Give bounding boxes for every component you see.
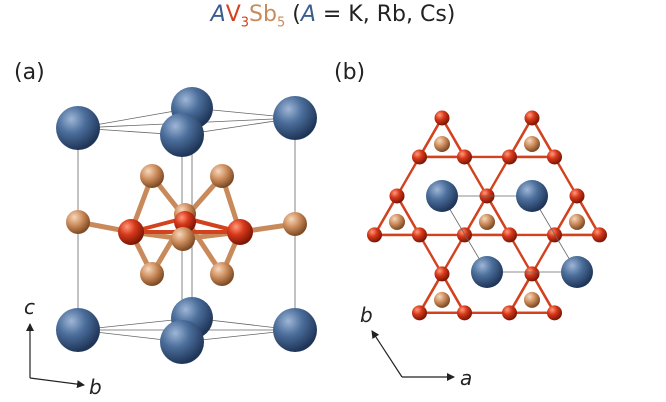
v-atom	[412, 305, 427, 321]
sb-atom	[434, 291, 450, 308]
figure-title: AV3Sb5 (A = K, Rb, Cs)	[0, 2, 666, 30]
v-atom	[434, 110, 450, 126]
v-atom	[457, 305, 472, 321]
kagome-a-atoms	[426, 180, 593, 288]
panel-b-axes: b a	[360, 303, 472, 390]
v-atom	[174, 211, 196, 233]
v-v-bond	[553, 156, 579, 197]
title-open: (	[285, 2, 301, 27]
title-Sb: Sb	[249, 2, 277, 27]
v-atom	[524, 266, 540, 282]
sb-atom	[140, 164, 164, 188]
v-atom	[547, 305, 562, 321]
sb-atom	[66, 210, 90, 234]
title-tail: = K, Rb, Cs)	[315, 2, 456, 27]
v-v-bond	[553, 195, 579, 236]
v-v-bond	[440, 117, 466, 158]
sb-atom	[283, 212, 307, 236]
v-atom	[367, 227, 382, 243]
v-atom	[227, 219, 253, 245]
a-atom	[471, 256, 503, 288]
v-v-bond	[508, 117, 534, 158]
sb-atom	[569, 213, 585, 230]
v-v-bond	[463, 195, 489, 236]
v-atom	[502, 305, 517, 321]
v-atom	[412, 227, 427, 243]
v-v-bond	[485, 195, 511, 236]
v-atom	[118, 219, 144, 245]
v-atom	[524, 110, 540, 126]
v-v-bond	[418, 117, 444, 158]
sb-atom	[479, 213, 495, 230]
a-atom	[273, 308, 317, 352]
sb-atom	[140, 262, 164, 286]
panel-b-label: (b)	[334, 60, 366, 85]
v-atom	[502, 149, 517, 165]
v-v-bond	[530, 117, 556, 158]
sb-atom	[524, 135, 540, 152]
a-atom	[56, 308, 100, 352]
axis-label-b: b	[89, 375, 102, 399]
a-atom	[273, 96, 317, 140]
panel-b-kagome-lattice: b a	[360, 110, 607, 390]
v-atom	[389, 188, 405, 204]
v-v-bond	[373, 195, 399, 236]
a-atom	[561, 256, 593, 288]
axis-label-b-diag: b	[360, 303, 373, 327]
a-atom	[160, 113, 204, 157]
v-atom	[569, 188, 585, 204]
title-A: A	[210, 2, 226, 27]
v-atom	[412, 149, 427, 165]
v-atom	[457, 227, 472, 243]
a-atom	[56, 106, 100, 150]
v-atom	[547, 227, 562, 243]
a-atom	[160, 320, 204, 364]
panel-a-unit-cell: c b	[24, 87, 317, 399]
v-atom	[502, 227, 517, 243]
sb-atom	[210, 164, 234, 188]
axis-label-c: c	[24, 295, 35, 319]
axis-label-a: a	[460, 366, 472, 390]
title-V-sub: 3	[240, 15, 250, 31]
v-atom	[592, 227, 607, 243]
a-atom	[516, 180, 548, 212]
title-V: V	[225, 2, 241, 27]
v-v-bond	[485, 156, 511, 197]
sb-atom	[389, 213, 405, 230]
a-atom	[426, 180, 458, 212]
v-v-bond	[395, 195, 421, 236]
title-A2: A	[300, 2, 316, 27]
sb-atom	[171, 227, 195, 251]
sb-atom	[210, 262, 234, 286]
kagome-sb-atoms	[389, 135, 585, 308]
v-atom	[547, 149, 562, 165]
v-atom	[457, 149, 472, 165]
title-Sb-sub: 5	[276, 15, 286, 31]
v-v-bond	[463, 156, 489, 197]
panel-a-axes: c b	[24, 295, 102, 399]
v-v-bond	[575, 195, 601, 236]
panel-a-label: (a)	[14, 60, 45, 85]
v-v-bond	[395, 156, 421, 197]
v-atom	[434, 266, 450, 282]
sb-atom	[434, 135, 450, 152]
sb-atom	[524, 291, 540, 308]
